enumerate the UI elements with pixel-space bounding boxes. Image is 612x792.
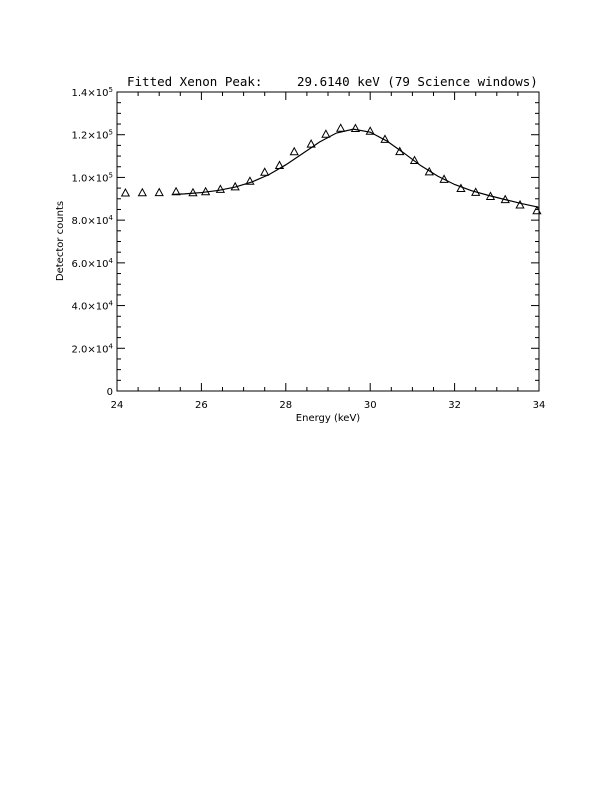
x-tick-label: 24 xyxy=(111,400,124,411)
data-points xyxy=(120,123,542,215)
data-point-triangle xyxy=(171,186,181,196)
data-point-triangle xyxy=(154,187,164,197)
y-tick-label: 6.0×104 xyxy=(72,257,114,270)
data-point-triangle xyxy=(200,186,211,196)
data-point-triangle xyxy=(424,166,434,176)
y-tick-label: 1.0×105 xyxy=(72,171,113,184)
data-point-triangle xyxy=(260,167,270,176)
data-point-triangle xyxy=(274,160,285,169)
fit-curve xyxy=(171,128,540,208)
data-point-triangle xyxy=(336,123,346,132)
data-point-triangle xyxy=(230,181,240,191)
y-tick-label: 1.4×105 xyxy=(72,86,113,99)
data-point-triangle xyxy=(456,183,466,193)
data-point-triangle xyxy=(500,194,510,204)
data-point-triangle xyxy=(485,191,496,200)
data-point-triangle xyxy=(395,146,405,156)
x-tick-label: 28 xyxy=(279,400,292,411)
data-point-triangle xyxy=(321,129,331,138)
data-point-triangle xyxy=(306,139,316,148)
x-tick-label: 26 xyxy=(195,400,208,411)
y-axis-label: Detector counts xyxy=(55,201,66,281)
data-point-triangle xyxy=(137,187,147,197)
y-tick-label: 2.0×104 xyxy=(72,342,114,355)
y-tick-label: 8.0×104 xyxy=(72,214,114,227)
y-tick-label: 1.2×105 xyxy=(72,129,113,142)
x-axis: 24 26 28 30 32 34 xyxy=(111,92,546,411)
data-point-triangle xyxy=(188,187,198,197)
y-tick-label: 0 xyxy=(107,387,113,398)
data-point-triangle xyxy=(439,174,449,183)
data-point-triangle xyxy=(350,123,361,133)
data-point-triangle xyxy=(365,126,375,135)
data-point-triangle xyxy=(245,176,255,185)
chart-title-left: Fitted Xenon Peak: xyxy=(127,74,262,89)
x-tick-label: 34 xyxy=(533,400,546,411)
y-tick-label: 4.0×104 xyxy=(72,300,114,313)
fit-curve-line xyxy=(171,128,540,208)
data-point-triangle xyxy=(380,134,390,143)
data-point-triangle xyxy=(120,187,131,197)
x-tick-label: 30 xyxy=(364,400,377,411)
chart-title-right: 29.6140 keV (79 Science windows) xyxy=(297,74,538,89)
data-point-triangle xyxy=(409,155,420,165)
data-point-triangle xyxy=(515,199,525,209)
data-point-triangle xyxy=(215,184,226,193)
x-tick-label: 32 xyxy=(448,400,461,411)
x-axis-label: Energy (keV) xyxy=(296,413,361,424)
data-point-triangle xyxy=(471,187,481,196)
y-axis: 0 2.0×104 4.0×104 6.0×104 8.0×104 1.0×105 1.2×… xyxy=(72,86,539,398)
data-point-triangle xyxy=(289,146,299,156)
data-point-triangle xyxy=(532,205,542,215)
